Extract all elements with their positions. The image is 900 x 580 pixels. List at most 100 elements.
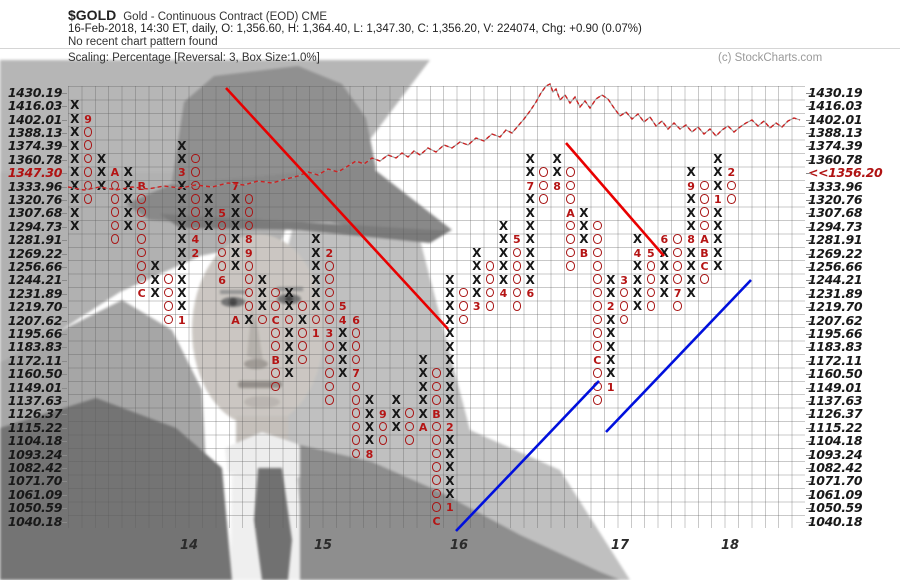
y-axis-tick-left: [62, 400, 67, 402]
pnf-cell: [430, 475, 443, 488]
pnf-cell: [242, 287, 255, 300]
pnf-cell: X: [606, 286, 616, 300]
y-axis-tick-right: [806, 186, 811, 188]
pnf-cell: [483, 300, 496, 313]
pnf-cell: [189, 153, 202, 166]
o-glyph: [284, 314, 294, 325]
y-axis-tick-left: [62, 387, 67, 389]
y-axis-tick-left: [62, 226, 67, 228]
pnf-cell: [591, 381, 604, 394]
pnf-cell: [162, 314, 175, 327]
o-glyph: [271, 287, 280, 298]
y-axis-label-right: 1172.11: [808, 352, 863, 368]
o-glyph: [646, 287, 656, 298]
pnf-cell: [309, 314, 322, 327]
o-glyph: [432, 488, 441, 499]
y-axis-label-right: 1416.03: [808, 98, 863, 114]
pnf-cell: C: [700, 260, 709, 274]
pnf-cell: X: [606, 272, 616, 287]
o-glyph: [592, 328, 602, 338]
pnf-cell: X: [445, 446, 455, 461]
o-glyph: [217, 261, 227, 271]
y-axis-tick-right: [806, 146, 811, 148]
y-axis-label-right: 1388.13: [808, 124, 863, 140]
o-glyph: [83, 153, 93, 164]
y-axis-label-left: 1082.42: [7, 459, 63, 475]
o-glyph: [566, 247, 575, 258]
y-axis-tick-right: [806, 400, 811, 402]
y-axis-label-right: 1219.70: [808, 299, 863, 315]
y-axis-tick-left: [62, 467, 67, 469]
pnf-cell: [591, 287, 604, 300]
y-axis-tick-right: [806, 240, 811, 242]
y-axis-label-left: 1195.66: [7, 325, 63, 341]
o-glyph: [137, 220, 146, 231]
pnf-cell: X: [606, 339, 616, 354]
pnf-cell: [81, 180, 94, 193]
pnf-cell: X: [177, 299, 187, 314]
o-glyph: [137, 234, 146, 244]
pnf-cell: X: [525, 192, 535, 207]
pnf-cell: X: [525, 219, 535, 233]
pnf-cell: X: [338, 326, 348, 341]
x-axis-year-label: 16: [450, 538, 469, 553]
pnf-cell: X: [230, 259, 241, 274]
y-axis-label-right: 1149.01: [808, 379, 863, 395]
o-glyph: [137, 274, 146, 285]
pnf-cell: 1: [446, 501, 454, 515]
pnf-cell: X: [230, 245, 241, 260]
pnf-cell: [215, 260, 228, 273]
y-axis-tick-right: [806, 333, 811, 335]
pnf-cell: X: [472, 245, 482, 260]
pnf-cell: [725, 193, 738, 206]
pnf-cell: [644, 260, 657, 273]
pnf-cell: 4: [499, 287, 508, 300]
o-glyph: [351, 395, 361, 405]
pnf-cell: X: [364, 433, 375, 448]
y-axis-tick-right: [806, 213, 811, 215]
o-glyph: [83, 194, 93, 204]
pnf-cell: [296, 300, 309, 313]
pnf-cell: C: [271, 313, 280, 327]
y-axis-label-right: 1207.62: [808, 312, 863, 328]
pnf-cell: A: [418, 421, 428, 434]
pnf-cell: [323, 300, 336, 313]
pnf-cell: [698, 193, 711, 206]
o-glyph: [324, 287, 334, 298]
o-glyph: [298, 354, 307, 365]
pnf-cell: X: [472, 272, 482, 287]
o-glyph: [592, 261, 602, 271]
pnf-cell: X: [418, 366, 428, 381]
pnf-cell: X: [70, 111, 80, 126]
pnf-cell: 5: [338, 300, 347, 314]
y-axis-label-left: 1320.76: [7, 191, 63, 207]
y-axis-tick-left: [62, 320, 67, 322]
o-glyph: [592, 368, 602, 378]
y-axis-tick-left: [62, 454, 67, 456]
o-glyph: [110, 180, 120, 191]
pnf-cell: X: [632, 272, 643, 287]
pnf-cell: [349, 354, 362, 367]
pnf-cell: X: [364, 393, 375, 408]
pnf-cell: 6: [352, 313, 360, 327]
pnf-cell: [269, 381, 282, 394]
y-axis-tick-left: [62, 333, 67, 335]
pnf-cell: X: [177, 272, 187, 287]
o-glyph: [137, 194, 146, 204]
pnf-cell: [564, 193, 577, 206]
pnf-cell: X: [606, 353, 616, 367]
o-glyph: [700, 207, 709, 218]
o-glyph: [673, 234, 682, 244]
o-glyph: [405, 435, 414, 445]
pnf-cell: X: [659, 286, 669, 300]
pnf-cell: 6: [660, 233, 669, 247]
pnf-cell: X: [525, 259, 535, 274]
o-glyph: [592, 247, 602, 258]
pnf-cell: [430, 434, 443, 447]
o-glyph: [512, 287, 522, 298]
pnf-cell: X: [70, 152, 80, 166]
o-glyph: [164, 301, 173, 311]
o-glyph: [592, 314, 602, 325]
y-axis-label-left: 1430.19: [7, 84, 63, 100]
